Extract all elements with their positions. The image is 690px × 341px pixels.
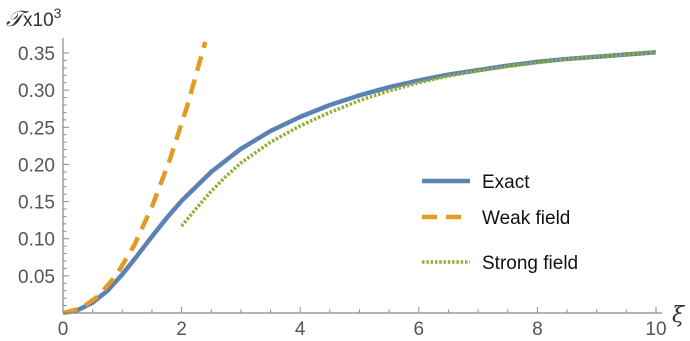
legend-label-strong-field: Strong field	[482, 253, 578, 274]
x-tick-label: 6	[414, 319, 425, 340]
axes-layer	[62, 38, 662, 314]
x-axis-label: ξ	[672, 303, 686, 328]
x-tick-label: 0	[58, 319, 69, 340]
legend-label-exact: Exact	[482, 172, 530, 193]
y-axis-unit-exponent: 3	[54, 5, 62, 21]
ticks-layer: 0 2 4 6 8 10 0.05 0.10 0.15 0.20 0.25 0.30 0.35	[18, 44, 667, 340]
series-line-strong-field	[180, 50, 657, 228]
x-tick-label: 8	[532, 319, 543, 340]
y-tick-label: 0.20	[18, 155, 55, 176]
series-line-weak-field	[62, 41, 208, 316]
x-tick-label: 2	[176, 319, 187, 340]
y-tick-label: 0.05	[18, 267, 55, 288]
y-tick-label: 0.30	[18, 81, 55, 102]
y-tick-label: 0.25	[18, 118, 55, 139]
series-layer	[62, 41, 657, 316]
y-tick-label: 0.15	[18, 193, 55, 214]
x-tick-label: 10	[645, 319, 666, 340]
legend-label-weak-field: Weak field	[482, 208, 570, 229]
x-tick-label: 4	[295, 319, 306, 340]
y-tick-label: 0.35	[18, 44, 55, 65]
y-axis-unit-base: x10	[23, 10, 54, 31]
y-tick-label: 0.10	[18, 230, 55, 251]
series-line-exact	[62, 50, 657, 316]
legend: Exact Weak field Strong field	[422, 172, 578, 274]
y-axis-unit: x103	[23, 5, 62, 31]
